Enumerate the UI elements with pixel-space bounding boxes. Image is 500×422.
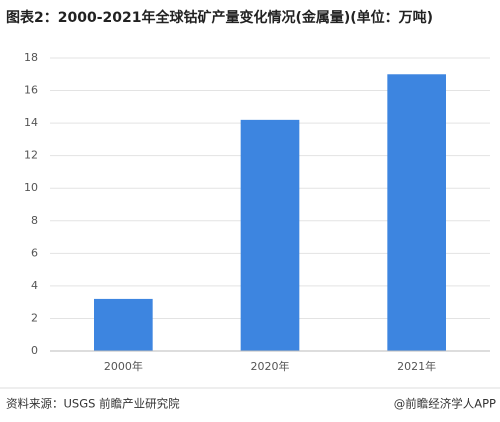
source-note: 资料来源：USGS 前瞻产业研究院 (6, 397, 180, 411)
y-tick-label: 18 (24, 51, 38, 64)
y-tick-label: 6 (31, 246, 38, 259)
y-tick-label: 0 (31, 344, 38, 357)
x-tick-label: 2020年 (251, 359, 290, 373)
y-tick-label: 2 (31, 311, 38, 324)
y-tick-label: 16 (24, 84, 38, 97)
y-tick-label: 14 (24, 116, 38, 129)
chart-title: 图表2：2000-2021年全球钴矿产量变化情况(金属量)(单位：万吨) (6, 9, 433, 26)
bar (387, 74, 446, 352)
bar (240, 119, 300, 351)
y-tick-label: 4 (31, 279, 38, 292)
y-tick-label: 8 (31, 214, 38, 227)
bar (94, 298, 153, 351)
y-tick-label: 10 (24, 181, 38, 194)
y-tick-label: 12 (24, 149, 38, 162)
x-tick-label: 2021年 (397, 359, 436, 373)
x-tick-label: 2000年 (104, 359, 143, 373)
credit-note: @前瞻经济学人APP (394, 397, 496, 411)
